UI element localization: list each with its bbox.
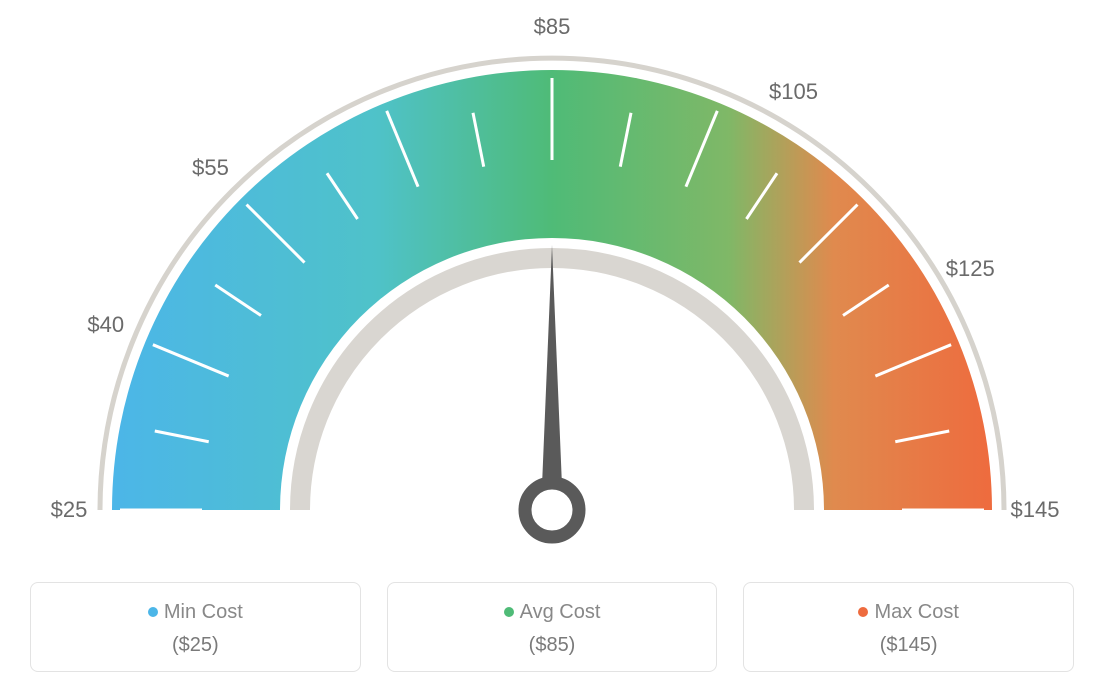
gauge-tick-label: $55 [192,155,229,181]
legend-min: Min Cost ($25) [30,582,361,672]
legend-max-value: ($145) [754,634,1063,657]
gauge-tick-label: $25 [51,497,88,523]
gauge-tick-label: $40 [87,312,124,338]
cost-gauge: $25 $40 $55 $85 $105 $125 $145 [0,0,1104,560]
legend-max-title: Max Cost [754,601,1063,624]
gauge-tick-label: $105 [769,79,818,105]
legend-min-title: Min Cost [41,601,350,624]
gauge-svg [0,0,1104,560]
bullet-icon [858,607,868,617]
bullet-icon [504,607,514,617]
legend-avg-value: ($85) [398,634,707,657]
legend-max-title-text: Max Cost [874,601,958,623]
legend-avg: Avg Cost ($85) [387,582,718,672]
legend-max: Max Cost ($145) [743,582,1074,672]
gauge-tick-label: $125 [946,256,995,282]
gauge-tick-label: $145 [1011,497,1060,523]
legend-avg-title: Avg Cost [398,601,707,624]
legend-row: Min Cost ($25) Avg Cost ($85) Max Cost (… [30,582,1074,672]
bullet-icon [148,607,158,617]
legend-min-title-text: Min Cost [164,601,243,623]
legend-avg-title-text: Avg Cost [520,601,601,623]
legend-min-value: ($25) [41,634,350,657]
gauge-tick-label: $85 [534,14,571,40]
